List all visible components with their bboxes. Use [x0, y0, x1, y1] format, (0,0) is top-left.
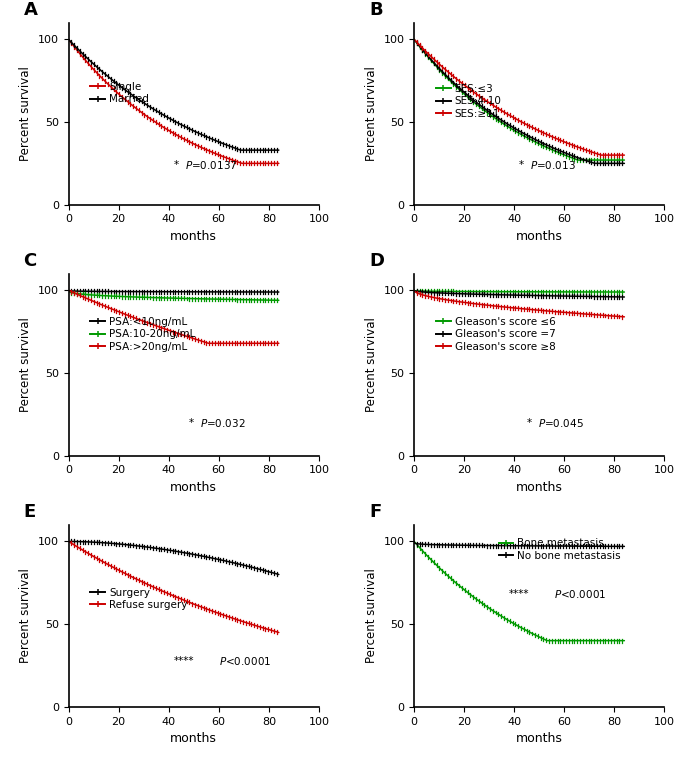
X-axis label: months: months [171, 230, 217, 243]
Text: ****: **** [509, 589, 530, 599]
X-axis label: months: months [171, 481, 217, 494]
Text: ****: **** [174, 657, 194, 667]
Y-axis label: Percent survival: Percent survival [19, 318, 32, 412]
Y-axis label: Percent survival: Percent survival [19, 66, 32, 161]
Text: *: * [519, 160, 524, 169]
Text: *: * [174, 160, 179, 169]
Text: *: * [527, 418, 532, 428]
Y-axis label: Percent survival: Percent survival [365, 66, 377, 161]
Text: F: F [369, 503, 382, 521]
Legend: Bone metastasis, No bone metastasis: Bone metastasis, No bone metastasis [495, 534, 625, 565]
X-axis label: months: months [516, 481, 562, 494]
X-axis label: months: months [516, 230, 562, 243]
Legend: Gleason's score ≤6, Gleason's score =7, Gleason's score ≥8: Gleason's score ≤6, Gleason's score =7, … [432, 312, 560, 356]
Text: $\it{P}$=0.0137: $\it{P}$=0.0137 [185, 159, 237, 171]
Text: A: A [23, 2, 37, 19]
Text: $\it{P}$<0.0001: $\it{P}$<0.0001 [219, 655, 271, 667]
X-axis label: months: months [516, 732, 562, 745]
Text: *: * [188, 418, 194, 428]
X-axis label: months: months [171, 732, 217, 745]
Text: $\it{P}$=0.013: $\it{P}$=0.013 [530, 159, 576, 171]
Text: B: B [369, 2, 383, 19]
Text: $\it{P}$=0.045: $\it{P}$=0.045 [538, 417, 584, 429]
Text: $\it{P}$<0.0001: $\it{P}$<0.0001 [554, 588, 607, 600]
Legend: SES:≤3, SES:4-10, SES:≥11: SES:≤3, SES:4-10, SES:≥11 [432, 80, 506, 123]
Text: C: C [23, 252, 37, 271]
Legend: Single, Married: Single, Married [86, 78, 153, 109]
Y-axis label: Percent survival: Percent survival [365, 568, 377, 663]
Y-axis label: Percent survival: Percent survival [19, 568, 32, 663]
Legend: PSA:<10ng/mL, PSA:10-20ng/mL, PSA:>20ng/mL: PSA:<10ng/mL, PSA:10-20ng/mL, PSA:>20ng/… [86, 312, 200, 356]
Text: E: E [23, 503, 36, 521]
Legend: Surgery, Refuse surgery: Surgery, Refuse surgery [86, 584, 192, 614]
Text: $\it{P}$=0.032: $\it{P}$=0.032 [200, 417, 245, 429]
Y-axis label: Percent survival: Percent survival [365, 318, 377, 412]
Text: D: D [369, 252, 384, 271]
